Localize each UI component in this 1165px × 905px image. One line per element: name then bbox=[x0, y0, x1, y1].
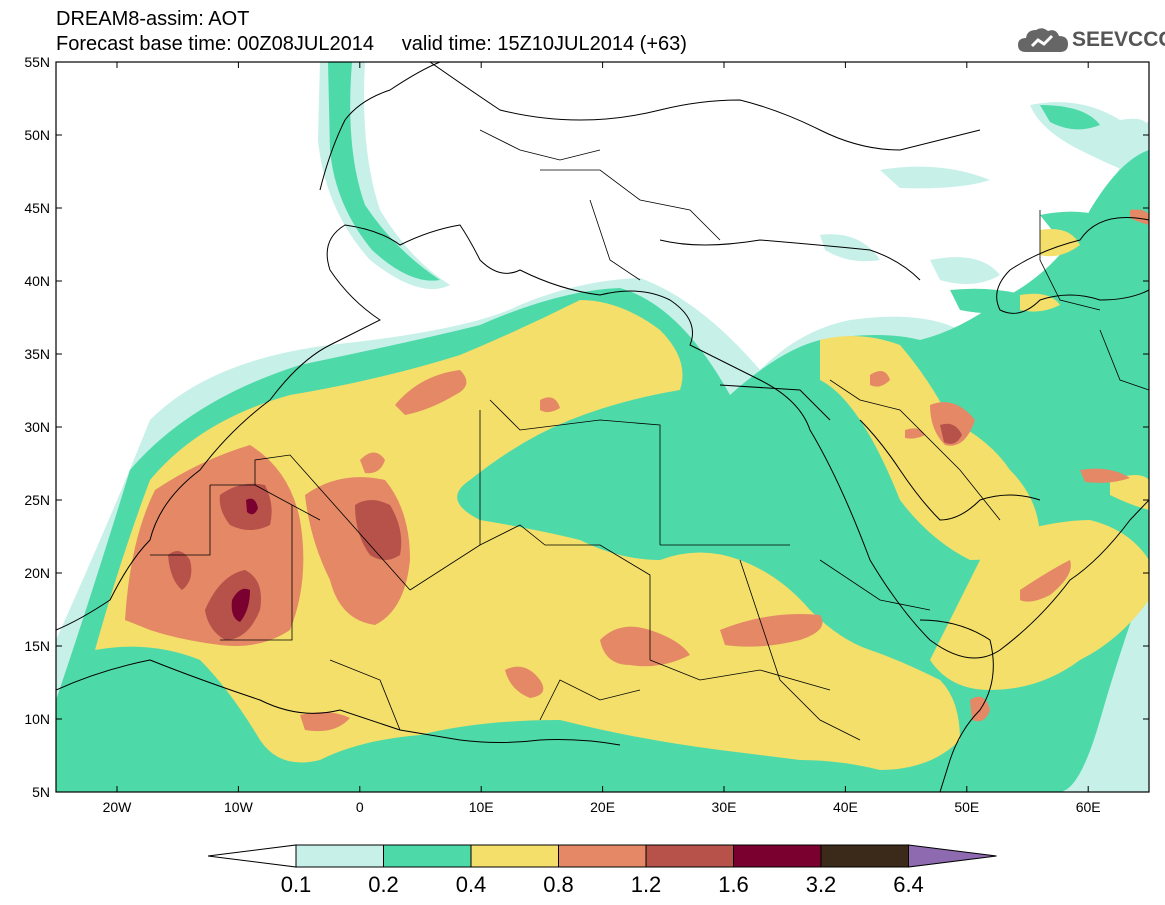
coastlines bbox=[56, 62, 1149, 792]
lon-tick-label: 10E bbox=[469, 799, 494, 815]
cloud-icon bbox=[1018, 28, 1068, 52]
lat-tick-label: 40N bbox=[24, 273, 50, 289]
aot-field bbox=[56, 62, 1149, 792]
lat-tick-label: 25N bbox=[24, 492, 50, 508]
colorbar-label: 6.4 bbox=[893, 872, 924, 897]
colorbar-swatch bbox=[558, 844, 647, 868]
colorbar-swatch bbox=[820, 844, 909, 868]
aot-level-0.4 bbox=[95, 229, 1149, 770]
lat-tick-label: 50N bbox=[24, 127, 50, 143]
time-line: Forecast base time: 00Z08JUL2014 valid t… bbox=[56, 33, 687, 55]
lon-tick-label: 30E bbox=[712, 799, 737, 815]
lat-tick-label: 5N bbox=[32, 784, 50, 800]
colorbar-label: 3.2 bbox=[806, 872, 837, 897]
colorbar-label: 0.1 bbox=[281, 872, 312, 897]
logo-text: SEEVCCC bbox=[1072, 28, 1165, 51]
colorbar-swatch bbox=[645, 844, 734, 868]
lat-tick-label: 20N bbox=[24, 565, 50, 581]
lon-tick-label: 20E bbox=[590, 799, 615, 815]
lat-tick-label: 30N bbox=[24, 419, 50, 435]
seevccc-logo: SEEVCCC bbox=[1016, 24, 1165, 58]
lon-tick-label: 60E bbox=[1076, 799, 1101, 815]
colorbar-label: 0.8 bbox=[543, 872, 574, 897]
aot-level-1.2 bbox=[168, 423, 962, 640]
aot-level-1.6 bbox=[231, 498, 258, 622]
lon-tick-label: 20W bbox=[103, 799, 133, 815]
lat-tick-label: 10N bbox=[24, 711, 50, 727]
longitude-axis: 20W 10W 0 10E 20E 30E 40E 50E 60E bbox=[103, 62, 1101, 815]
lon-tick-label: 50E bbox=[954, 799, 979, 815]
colorbar-over-arrow bbox=[908, 844, 997, 868]
colorbar-swatch bbox=[733, 844, 822, 868]
forecast-base-time: Forecast base time: 00Z08JUL2014 bbox=[56, 33, 374, 55]
lat-tick-label: 15N bbox=[24, 638, 50, 654]
colorbar-label: 1.6 bbox=[718, 872, 749, 897]
colorbar: 0.1 0.2 0.4 0.8 1.2 1.6 3.2 6.4 bbox=[207, 844, 997, 897]
lat-tick-label: 35N bbox=[24, 346, 50, 362]
colorbar-swatch bbox=[383, 844, 472, 868]
colorbar-under-arrow bbox=[207, 844, 297, 868]
lon-tick-label: 0 bbox=[356, 799, 364, 815]
colorbar-label: 0.4 bbox=[456, 872, 487, 897]
colorbar-label: 1.2 bbox=[631, 872, 662, 897]
lon-tick-label: 40E bbox=[833, 799, 858, 815]
colorbar-swatch bbox=[470, 844, 559, 868]
map-title: DREAM8-assim: AOT bbox=[56, 8, 250, 30]
country-borders bbox=[150, 129, 1149, 741]
lat-tick-label: 55N bbox=[24, 54, 50, 70]
valid-time: valid time: 15Z10JUL2014 (+63) bbox=[401, 33, 687, 55]
colorbar-swatch bbox=[295, 844, 384, 868]
colorbar-label: 0.2 bbox=[368, 872, 399, 897]
lat-tick-label: 45N bbox=[24, 200, 50, 216]
latitude-axis: 55N 50N 45N 40N 35N 30N 25N 20N 15N 10N 5N bbox=[24, 54, 1149, 800]
lon-tick-label: 10W bbox=[224, 799, 254, 815]
